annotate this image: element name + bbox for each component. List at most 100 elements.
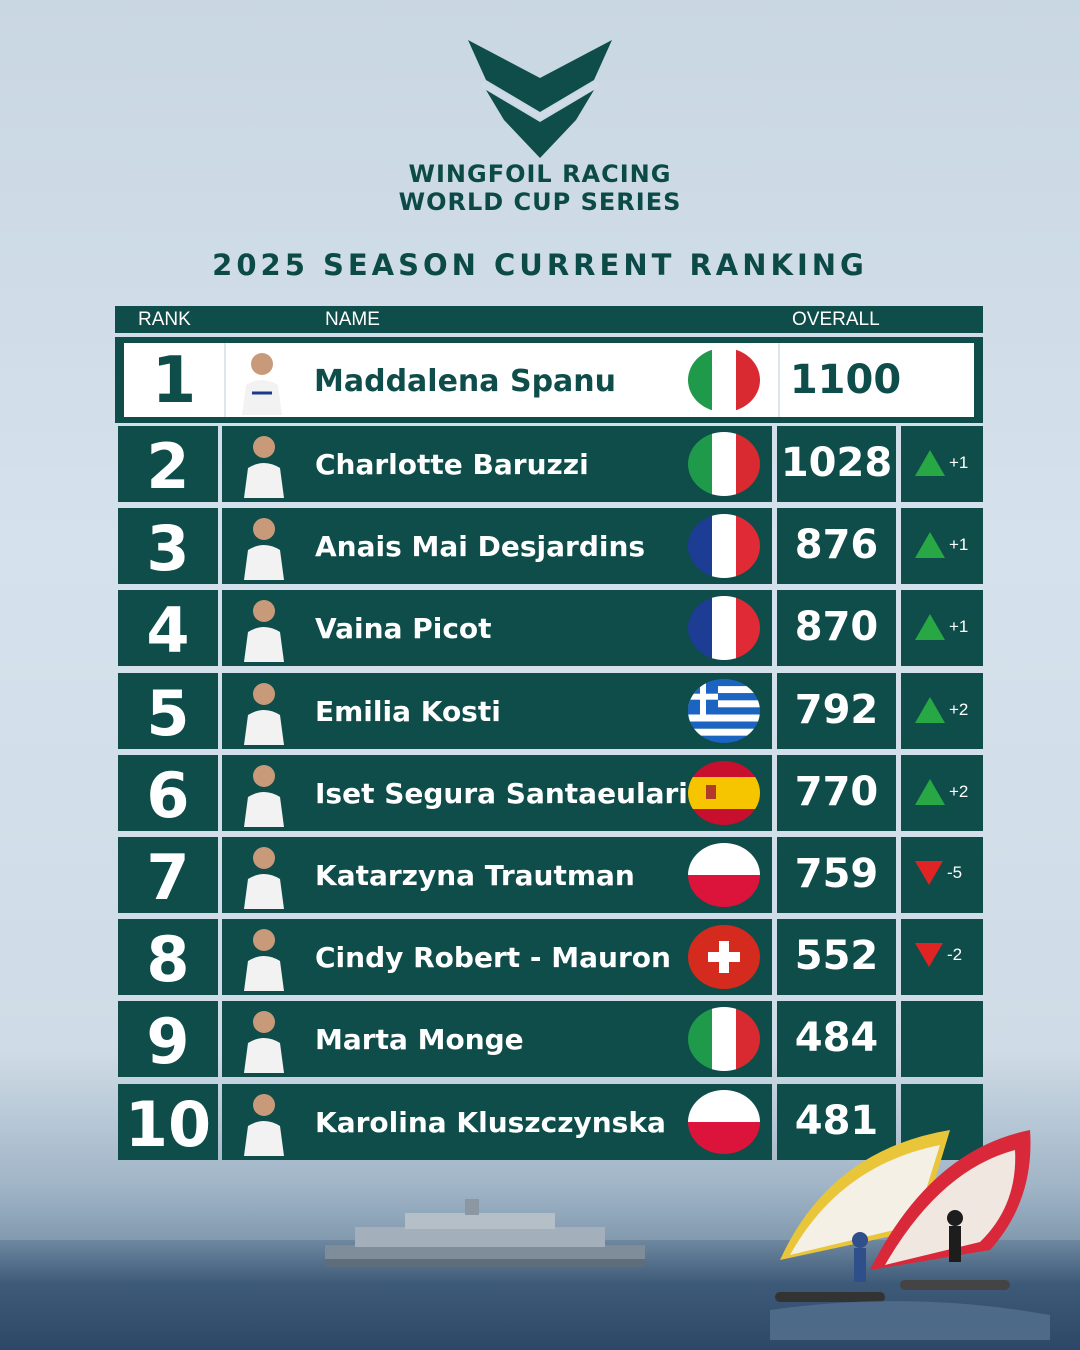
flag-italy-icon xyxy=(688,348,760,412)
arrow-up-icon xyxy=(915,614,945,640)
rank-cell: 5 xyxy=(118,673,218,750)
rider-avatar-icon xyxy=(244,847,284,909)
rank-change: -5 xyxy=(915,861,962,885)
rank-cell: 8 xyxy=(118,919,218,996)
rank-change-value: -5 xyxy=(947,863,963,882)
name-cell: Charlotte Baruzzi xyxy=(222,426,772,502)
rider-avatar-icon xyxy=(244,1094,284,1156)
overall-score: 481 xyxy=(794,1098,879,1144)
rider-avatar-icon xyxy=(244,1011,284,1073)
rank-number: 9 xyxy=(146,1005,190,1078)
rank-number: 7 xyxy=(146,841,190,914)
rank-cell: 4 xyxy=(118,590,218,667)
rank-change-value: +1 xyxy=(949,617,969,636)
rank-change: +1 xyxy=(915,614,968,640)
rider-name: Maddalena Spanu xyxy=(314,364,617,399)
rank-change-value: -2 xyxy=(947,945,963,964)
name-cell: Emilia Kosti xyxy=(222,673,772,749)
rank-number: 1 xyxy=(151,344,197,418)
overall-score: 792 xyxy=(794,687,879,733)
rider-avatar-icon xyxy=(242,353,282,415)
name-cell: Katarzyna Trautman xyxy=(222,837,772,913)
brand-name-line2: WORLD CUP SERIES xyxy=(398,188,682,216)
rider-name: Vaina Picot xyxy=(315,612,492,645)
ranking-row: 8 Cindy Robert - Mauron 552 -2 xyxy=(115,919,983,996)
score-cell: 1028 xyxy=(777,426,896,502)
rider-name: Cindy Robert - Mauron xyxy=(315,941,671,974)
rank-number: 10 xyxy=(124,1088,212,1161)
change-cell: +2 xyxy=(901,755,983,831)
rank-change: +2 xyxy=(915,697,968,723)
ranking-row: 7 Katarzyna Trautman 759 -5 xyxy=(115,837,983,914)
brand-name-line1: WINGFOIL RACING xyxy=(408,160,672,188)
overall-score: 552 xyxy=(794,933,879,979)
score-cell: 792 xyxy=(777,673,896,749)
ranking-row: 9 Marta Monge 484 xyxy=(115,1001,983,1078)
rank-change-value: +1 xyxy=(949,453,969,472)
flag-poland-icon xyxy=(688,1090,760,1154)
table-header: RANK NAME OVERALL xyxy=(115,306,983,333)
rank-cell: 10 xyxy=(118,1084,218,1161)
rank-number: 8 xyxy=(146,923,190,996)
flag-switzerland-icon xyxy=(688,925,760,989)
rank-cell: 6 xyxy=(118,755,218,832)
ranking-row: 2 Charlotte Baruzzi 1028 +1 xyxy=(115,426,983,503)
rank-number: 6 xyxy=(146,759,190,832)
score-cell: 484 xyxy=(777,1001,896,1077)
name-cell: Iset Segura Santaeularia xyxy=(222,755,772,831)
header-rank: RANK xyxy=(138,309,191,330)
flag-poland-icon xyxy=(688,843,760,907)
page-title: 2025 SEASON CURRENT RANKING xyxy=(212,248,868,282)
rank-cell: 7 xyxy=(118,837,218,914)
rank-change: +2 xyxy=(915,779,968,805)
change-cell xyxy=(901,1001,983,1077)
name-cell: Marta Monge xyxy=(222,1001,772,1077)
ranking-row: 3 Anais Mai Desjardins 876 +1 xyxy=(115,508,983,585)
flag-spain-icon xyxy=(688,761,760,825)
first-row-panel: 1 Maddalena Spanu 1100 xyxy=(124,343,974,418)
rider-avatar-icon xyxy=(244,436,284,498)
name-cell: Vaina Picot xyxy=(222,590,772,666)
rank-cell: 3 xyxy=(118,508,218,585)
ranking-row: 5 Emilia Kosti 792 +2 xyxy=(115,673,983,750)
arrow-up-icon xyxy=(915,779,945,805)
rider-name: Katarzyna Trautman xyxy=(315,859,635,892)
score-cell: 552 xyxy=(777,919,896,995)
rank-cell: 9 xyxy=(118,1001,218,1078)
flag-france-icon xyxy=(688,596,760,660)
rank-change: +1 xyxy=(915,532,968,558)
name-cell: Cindy Robert - Mauron xyxy=(222,919,772,995)
overall-score: 876 xyxy=(794,522,879,568)
change-cell: -2 xyxy=(901,919,983,995)
change-cell: +1 xyxy=(901,508,983,584)
rider-name: Iset Segura Santaeularia xyxy=(315,777,707,810)
rider-avatar-icon xyxy=(244,929,284,991)
rider-name: Karolina Kluszczynska xyxy=(315,1106,666,1139)
change-cell: +1 xyxy=(901,426,983,502)
rank-number: 5 xyxy=(146,677,190,750)
score-cell: 759 xyxy=(777,837,896,913)
wingfoil-riders-image xyxy=(770,1130,1050,1340)
score-cell: 870 xyxy=(777,590,896,666)
arrow-up-icon xyxy=(915,532,945,558)
arrow-down-icon xyxy=(915,861,943,885)
rank-number: 4 xyxy=(146,594,190,667)
ranking-row: 10 Karolina Kluszczynska 481 xyxy=(115,1084,983,1161)
arrow-up-icon xyxy=(915,450,945,476)
flag-italy-icon xyxy=(688,432,760,496)
rank-number: 3 xyxy=(146,512,190,585)
rider-avatar-icon xyxy=(244,683,284,745)
change-cell: -5 xyxy=(901,837,983,913)
rider-avatar-icon xyxy=(244,518,284,580)
overall-score: 870 xyxy=(794,604,879,650)
overall-score: 1100 xyxy=(789,357,902,403)
rider-name: Anais Mai Desjardins xyxy=(315,530,646,563)
rank-number: 2 xyxy=(146,430,190,503)
wingfoil-logo-icon xyxy=(468,40,612,158)
rider-avatar-icon xyxy=(244,600,284,662)
rank-change: -2 xyxy=(915,943,962,967)
rider-name: Marta Monge xyxy=(315,1023,524,1056)
rank-change-value: +1 xyxy=(949,535,969,554)
ferry-ship-image xyxy=(325,1199,645,1267)
rider-name: Charlotte Baruzzi xyxy=(315,448,589,481)
